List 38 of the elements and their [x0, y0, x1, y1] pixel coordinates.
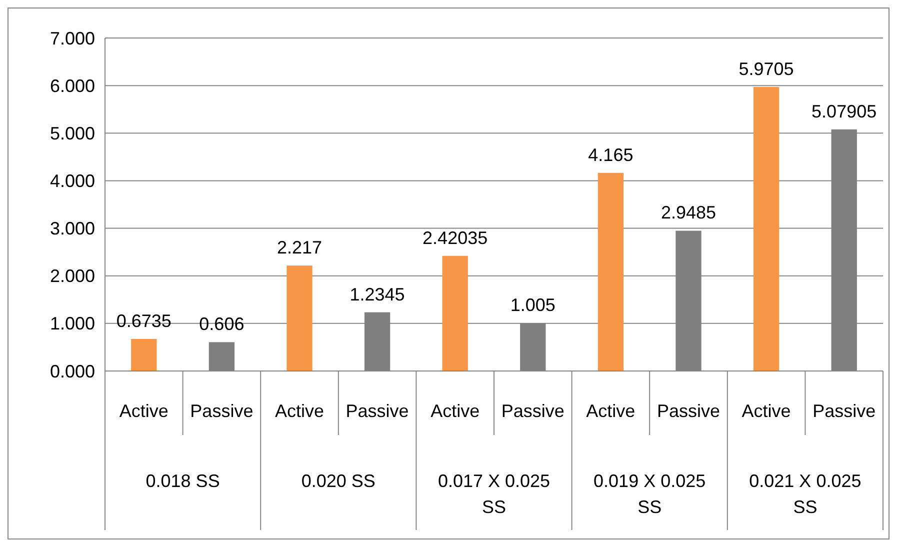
data-label: 1.2345 — [350, 284, 405, 304]
y-tick-label: 5.000 — [50, 123, 95, 144]
data-label: 5.9705 — [738, 58, 794, 79]
y-tick-label: 7.000 — [50, 28, 95, 48]
text: 0.019 X 0.025 SS — [594, 471, 706, 517]
y-tick-label: 3.000 — [50, 218, 95, 239]
bar — [598, 172, 624, 371]
bar — [753, 86, 780, 371]
x-tick-label: Passive — [190, 401, 254, 421]
x-tick-label: Passive — [501, 401, 564, 421]
data-label: 2.217 — [276, 238, 322, 258]
y-tick-label: 0.000 — [50, 361, 95, 382]
data-label: 2.42035 — [422, 228, 488, 248]
x-tick-label: Active — [586, 401, 636, 421]
text: 0.021 X 0.025 SS — [749, 471, 862, 517]
x-tick-label: Passive — [656, 401, 720, 421]
data-label: 0.606 — [199, 314, 244, 334]
y-tick-label: 2.000 — [50, 266, 95, 286]
data-label: 1.005 — [510, 295, 556, 316]
y-tick-label: 1.000 — [50, 314, 95, 334]
text: 0.020 SS — [301, 471, 376, 491]
y-tick-label: 4.000 — [50, 171, 95, 192]
bar — [286, 266, 312, 371]
text: 0.018 SS — [146, 471, 220, 491]
y-tick-label: 6.000 — [50, 76, 95, 96]
bar — [131, 338, 157, 371]
x-tick-label: Active — [430, 401, 480, 421]
x-tick-label: Active — [119, 401, 168, 421]
x-tick-label: Active — [742, 401, 791, 421]
text: 0.017 X 0.025 SS — [438, 471, 550, 517]
data-label: 4.165 — [588, 144, 634, 165]
data-label: 5.07905 — [812, 101, 877, 122]
data-label: 2.9485 — [660, 202, 716, 223]
x-tick-label: Passive — [812, 401, 876, 421]
x-tick-label: Passive — [346, 401, 409, 421]
data-label: 0.6735 — [116, 310, 172, 331]
x-tick-label: Active — [274, 401, 324, 421]
bar — [442, 256, 468, 371]
